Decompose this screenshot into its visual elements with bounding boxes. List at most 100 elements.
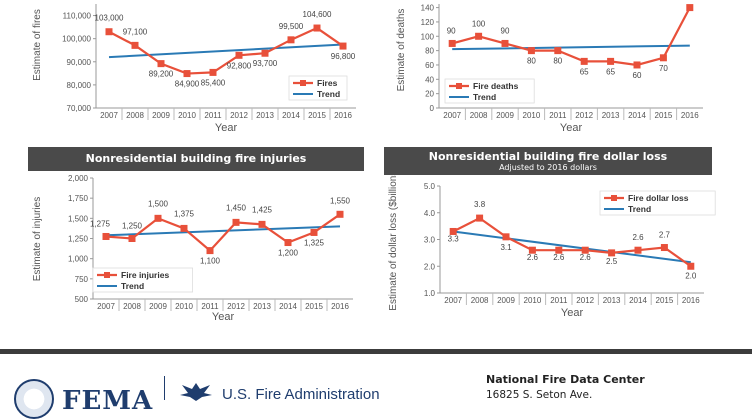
injuries-data-label: 1,450: [226, 203, 247, 212]
deaths-y-tick-label: 40: [425, 75, 434, 84]
deaths-data-label: 65: [580, 67, 589, 76]
dollarloss-data-label: 2.6: [553, 253, 565, 262]
nfdc-address: 16825 S. Seton Ave.: [486, 389, 593, 401]
fires-y-tick-label: 90,000: [67, 58, 92, 67]
fires-data-point: [235, 51, 243, 59]
dollarloss-x-tick-label: 2012: [576, 296, 594, 305]
deaths-data-label: 80: [553, 57, 562, 66]
injuries-y-tick-label: 1,250: [68, 235, 89, 244]
fires-legend-box: [288, 75, 348, 101]
deaths-y-tick-label: 0: [430, 104, 435, 113]
fires-data-point: [339, 42, 347, 50]
fires-data-point: [105, 28, 113, 36]
dollar-loss-chart-header: Nonresidential building fire dollar loss…: [384, 147, 712, 175]
deaths-x-tick-label: 2015: [655, 111, 673, 120]
dollarloss-data-label: 3.8: [474, 200, 486, 209]
dollarloss-x-tick-label: 2008: [471, 296, 489, 305]
fires-data-label: 85,400: [201, 78, 226, 87]
injuries-x-tick-label: 2010: [175, 302, 193, 311]
fires-y-tick-label: 80,000: [67, 81, 92, 90]
dollarloss-data-label: 2.0: [685, 271, 697, 280]
nfdc-title: National Fire Data Center: [486, 373, 645, 386]
fires-x-tick-label: 2015: [308, 111, 326, 120]
deaths-data-point: [501, 39, 509, 47]
dollarloss-y-tick-label: 4.0: [424, 209, 436, 218]
fires-x-tick-label: 2016: [334, 111, 352, 120]
dollarloss-x-tick-label: 2013: [603, 296, 621, 305]
dollarloss-data-point: [660, 244, 668, 252]
deaths-data-label: 100: [472, 19, 486, 28]
dollarloss-data-point: [476, 214, 484, 222]
deaths-data-point: [448, 39, 456, 47]
injuries-data-point: [258, 220, 266, 228]
injuries-x-axis-title: Year: [212, 311, 235, 323]
dhs-seal-icon: [14, 379, 54, 419]
injuries-data-label: 1,375: [174, 209, 195, 218]
fires-data-point: [209, 68, 217, 76]
fires-data-label: 97,100: [123, 27, 148, 36]
deaths-y-tick-label: 120: [421, 18, 435, 27]
dollarloss-data-point: [528, 246, 536, 254]
fires-data-point: [157, 60, 165, 68]
dollarloss-legend-series-label: Fire dollar loss: [628, 193, 689, 203]
injuries-data-point: [284, 239, 292, 247]
injuries-data-label: 1,200: [278, 249, 299, 258]
deaths-legend-trend-label: Trend: [473, 92, 496, 102]
footer: [0, 354, 752, 400]
dollarloss-series-line: [452, 216, 692, 268]
deaths-x-axis-title: Year: [560, 122, 583, 134]
fires-legend-series-marker: [300, 80, 306, 86]
deaths-data-label: 65: [606, 67, 615, 76]
dollarloss-data-label: 2.6: [580, 253, 592, 262]
deaths-x-tick-label: 2008: [470, 111, 488, 120]
deaths-legend-series-label: Fire deaths: [473, 81, 519, 91]
injuries-x-tick-label: 2014: [279, 302, 297, 311]
injuries-x-tick-label: 2013: [253, 302, 271, 311]
footer-divider-band: [0, 349, 752, 354]
fires-data-point: [261, 49, 269, 57]
fires-data-point: [287, 36, 295, 44]
fires-data-label: 103,000: [95, 14, 124, 23]
injuries-data-point: [232, 218, 240, 226]
dollarloss-legend-trend-label: Trend: [628, 204, 651, 214]
dollarloss-x-tick-label: 2015: [656, 296, 674, 305]
fires-x-tick-label: 2011: [204, 111, 222, 120]
fires-y-tick-label: 110,000: [63, 12, 92, 21]
deaths-x-tick-label: 2007: [443, 111, 461, 120]
injuries-y-tick-label: 1,500: [68, 214, 89, 223]
dollarloss-data-point: [608, 249, 616, 257]
injuries-x-tick-label: 2015: [305, 302, 323, 311]
injuries-x-tick-label: 2016: [331, 302, 349, 311]
fires-data-label: 92,800: [227, 61, 252, 70]
deaths-trend-line: [452, 44, 690, 51]
dollarloss-data-point: [555, 246, 563, 254]
fires-y-tick-label: 100,000: [62, 35, 91, 44]
dollar-loss-chart-header-subtitle: Adjusted to 2016 dollars: [499, 163, 597, 172]
deaths-data-label: 80: [527, 57, 536, 66]
usfa-name: U.S. Fire Administration: [222, 386, 380, 403]
fires-x-tick-label: 2010: [178, 111, 196, 120]
injuries-data-label: 1,100: [200, 257, 221, 266]
fires-series-line: [108, 26, 344, 75]
fires-data-label: 104,600: [303, 10, 332, 19]
deaths-x-tick-label: 2012: [575, 111, 593, 120]
fires-data-label: 89,200: [149, 70, 174, 79]
deaths-x-tick-label: 2009: [496, 111, 514, 120]
footer-logo-divider: [164, 376, 165, 400]
injuries-y-tick-label: 1,000: [68, 255, 89, 264]
deaths-data-point: [659, 54, 667, 62]
dollarloss-y-tick-label: 2.0: [424, 262, 436, 271]
deaths-data-label: 70: [659, 64, 668, 73]
dollarloss-y-tick-label: 1.0: [424, 289, 436, 298]
dollarloss-y-tick-label: 3.0: [424, 236, 436, 245]
injuries-legend-series-marker: [104, 272, 110, 278]
fires-x-tick-label: 2009: [152, 111, 170, 120]
deaths-y-tick-label: 100: [421, 32, 435, 41]
deaths-x-tick-label: 2011: [549, 111, 567, 120]
injuries-data-point: [310, 228, 318, 236]
dollarloss-x-tick-label: 2007: [444, 296, 462, 305]
deaths-data-point: [527, 47, 535, 55]
injuries-chart-header-title: Nonresidential building fire injuries: [85, 152, 307, 165]
fires-x-tick-label: 2008: [126, 111, 144, 120]
